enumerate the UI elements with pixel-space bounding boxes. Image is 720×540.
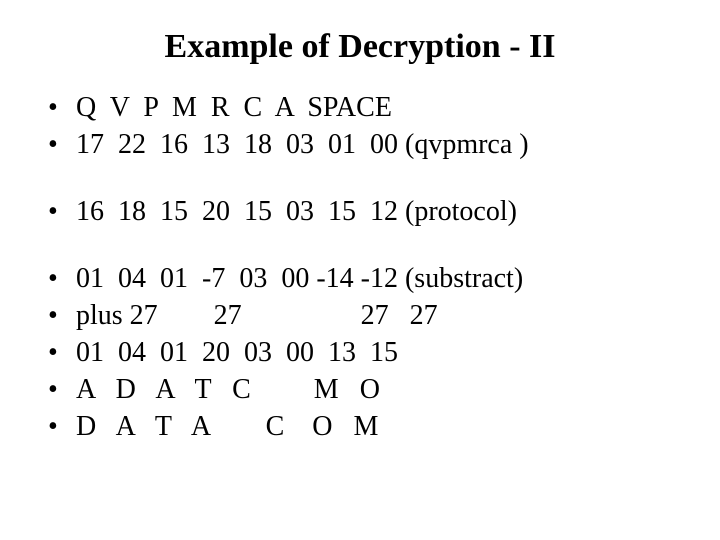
bullet-list: Q V P M R C A SPACE 17 22 16 13 18 03 01…: [40, 90, 680, 164]
bullet-line-8: D A T A C O M: [48, 409, 680, 446]
bullet-line-3: 16 18 15 20 15 03 15 12 (protocol): [48, 194, 680, 231]
bullet-line-1: Q V P M R C A SPACE: [48, 90, 680, 127]
spacer: [40, 164, 680, 194]
bullet-line-6: 01 04 01 20 03 00 13 15: [48, 335, 680, 372]
bullet-line-7: A D A T C M O: [48, 372, 680, 409]
bullet-list: 01 04 01 -7 03 00 -14 -12 (substract) pl…: [40, 261, 680, 446]
spacer: [40, 231, 680, 261]
slide: Example of Decryption - II Q V P M R C A…: [0, 0, 720, 540]
bullet-line-4: 01 04 01 -7 03 00 -14 -12 (substract): [48, 261, 680, 298]
bullet-list: 16 18 15 20 15 03 15 12 (protocol): [40, 194, 680, 231]
bullet-line-2: 17 22 16 13 18 03 01 00 (qvpmrca ): [48, 127, 680, 164]
slide-title: Example of Decryption - II: [40, 28, 680, 66]
bullet-line-5: plus 27 27 27 27: [48, 298, 680, 335]
